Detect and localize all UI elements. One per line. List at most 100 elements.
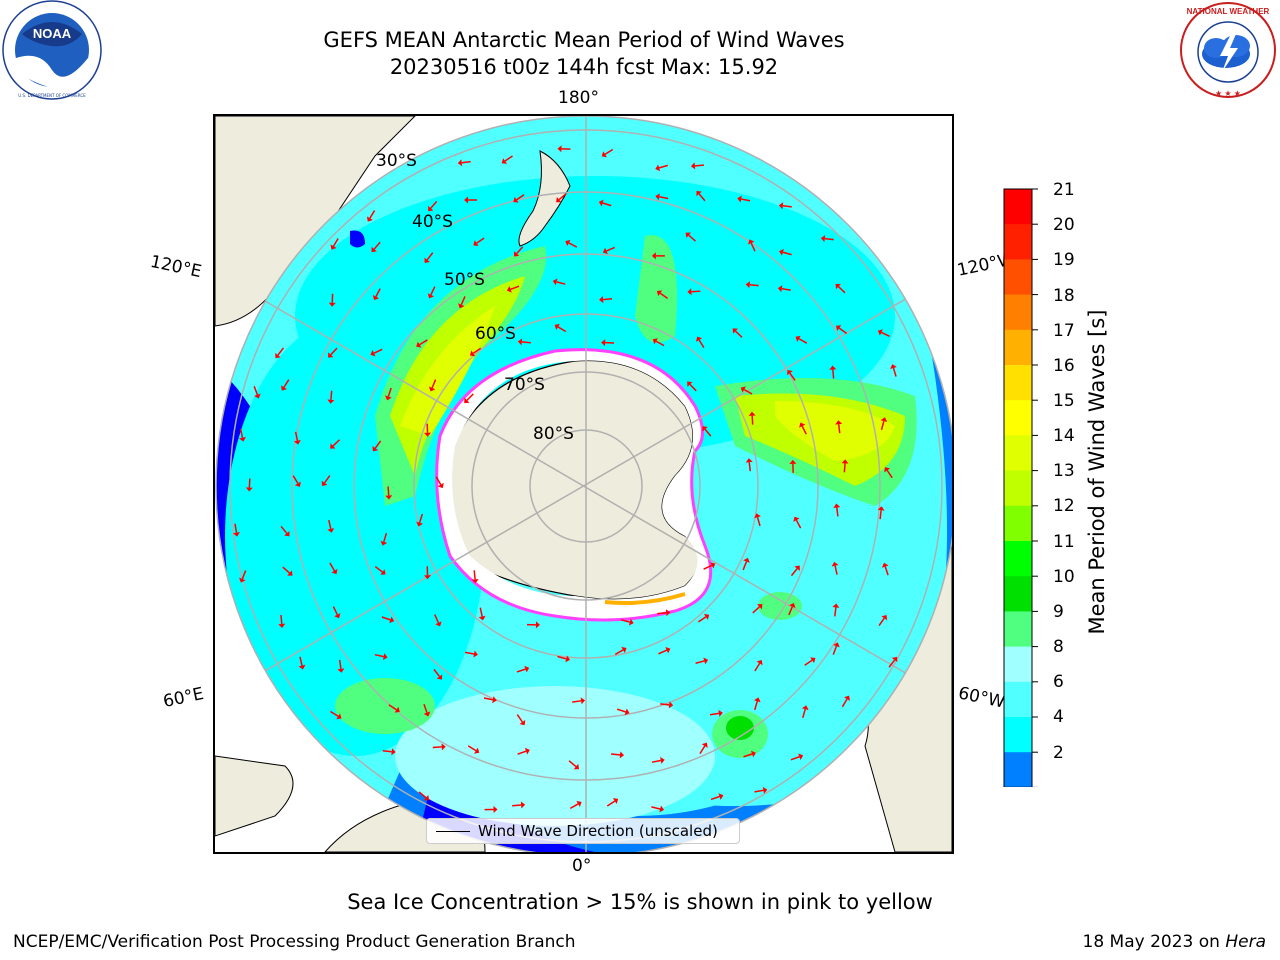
colorbar-segment [1004,541,1032,577]
wave-direction-arrow [782,205,792,208]
nws-logo: NATIONAL WEATHER ★ ★ ★ [1176,0,1280,104]
wave-direction-arrowhead [471,578,479,584]
wave-direction-arrowhead [331,568,338,575]
wave-direction-arrowhead [328,352,334,358]
wave-direction-arrow [688,234,696,242]
wave-direction-arrowhead [751,750,756,758]
colorbar-tick: 10 [1053,567,1075,587]
wave-direction-arrowhead [602,247,608,255]
credit-line: NCEP/EMC/Verification Post Processing Pr… [13,932,576,952]
wave-direction-arrowhead [753,697,761,703]
wave-direction-arrow [423,703,428,713]
wave-direction-arrowhead [423,794,430,801]
wave-direction-arrowhead [580,697,586,705]
wave-direction-arrow [294,431,299,441]
wave-direction-arrowhead [334,613,341,619]
new-zealand-land [518,150,571,247]
legend-label: Wind Wave Direction (unscaled) [478,822,718,840]
lon-label-60w: 60°W [956,683,1007,713]
lat-label-50s: 50°S [444,270,485,290]
wave-direction-arrowhead [777,285,783,293]
wave-direction-arrow [330,347,338,356]
wave-direction-arrowhead [829,365,837,370]
wave-direction-arrow [751,415,754,425]
wave-direction-arrowhead [239,436,246,442]
wave-direction-arrow [373,348,383,354]
colorbar-tick: 12 [1053,496,1075,516]
wave-direction-arrowhead [337,668,345,673]
wave-direction-arrowhead [416,521,423,527]
wave-direction-arrow [698,339,705,349]
wave-direction-arrowhead [556,196,562,203]
wave-direction-arrowhead [696,190,702,197]
wave-direction-arrow [788,606,794,616]
tasmania-land [350,230,365,248]
wave-direction-arrow [888,659,896,668]
wave-direction-arrowhead [506,286,512,293]
wave-direction-arrow [473,570,476,580]
wave-direction-arrow [521,341,531,344]
wave-direction-arrow [517,750,527,755]
wave-direction-arrowhead [833,642,840,648]
wave-direction-arrowhead [660,757,665,764]
wave-direction-arrowhead [473,650,478,658]
wave-direction-arrow [330,710,339,717]
wave-direction-arrow [881,331,890,337]
wave-direction-arrowhead [554,323,560,330]
lon-label-0: 0° [572,856,592,876]
colorbar-tick: 18 [1053,286,1075,306]
wave-direction-arrow [433,668,441,677]
lon-label-180: 180° [558,88,599,108]
wave-direction-arrowhead [501,158,507,164]
wave-direction-arrow [743,388,753,395]
wave-direction-arrowhead [841,459,849,464]
wave-direction-arrowhead [557,145,562,153]
wave-direction-arrowhead [844,695,851,701]
wave-direction-arrow [461,160,471,164]
wave-direction-arrow [332,606,338,616]
wave-direction-arrowhead [519,720,526,726]
colorbar-segment [1004,294,1032,331]
wave-direction-arrow [467,745,477,752]
wave-direction-arrowhead [370,350,376,357]
wave-direction-arrow [790,568,798,577]
wave-direction-arrow [516,668,526,673]
wave-direction-arrow [248,478,251,488]
sea-ice-edge [435,348,713,622]
wave-direction-arrowhead [565,239,571,247]
wave-direction-arrow [710,795,720,801]
wave-direction-arrow [299,656,303,666]
wave-direction-arrowhead [833,503,841,508]
wave-direction-arrowhead [517,338,523,346]
wave-direction-arrowhead [655,193,660,201]
wave-direction-arrowhead [524,665,530,673]
polar-map [215,116,952,852]
wave-direction-arrowhead [427,293,435,299]
legend-line-sample [436,830,470,832]
wave-direction-arrowhead [245,487,253,492]
wave-direction-arrowhead [794,565,800,571]
wave-direction-arrowhead [651,252,656,260]
wave-direction-arrow [699,745,706,755]
wave-direction-arrow [602,202,612,207]
wave-direction-arrowhead [327,399,335,404]
wave-direction-arrowhead [372,294,380,301]
wave-direction-arrowhead [473,240,479,247]
colorbar [1000,187,1050,817]
wave-direction-arrow [782,251,792,256]
wave-direction-arrow [832,369,835,379]
wave-direction-arrowhead [718,793,724,800]
wave-direction-arrowhead [835,325,842,331]
lon-label-120e: 120°E [148,251,204,283]
wave-direction-arrow [381,616,391,621]
wave-direction-arrowhead [798,753,804,761]
wave-direction-arrow [557,655,567,660]
wave-direction-arrowhead [464,196,469,204]
wave-direction-arrow [280,525,288,534]
wave-direction-arrow [843,463,846,473]
colorbar-tick: 9 [1053,602,1064,622]
svg-text:NATIONAL WEATHER: NATIONAL WEATHER [1187,7,1270,16]
wave-direction-arrow [557,326,567,333]
svg-text:NOAA: NOAA [33,26,72,41]
wave-direction-arrow [606,246,616,252]
